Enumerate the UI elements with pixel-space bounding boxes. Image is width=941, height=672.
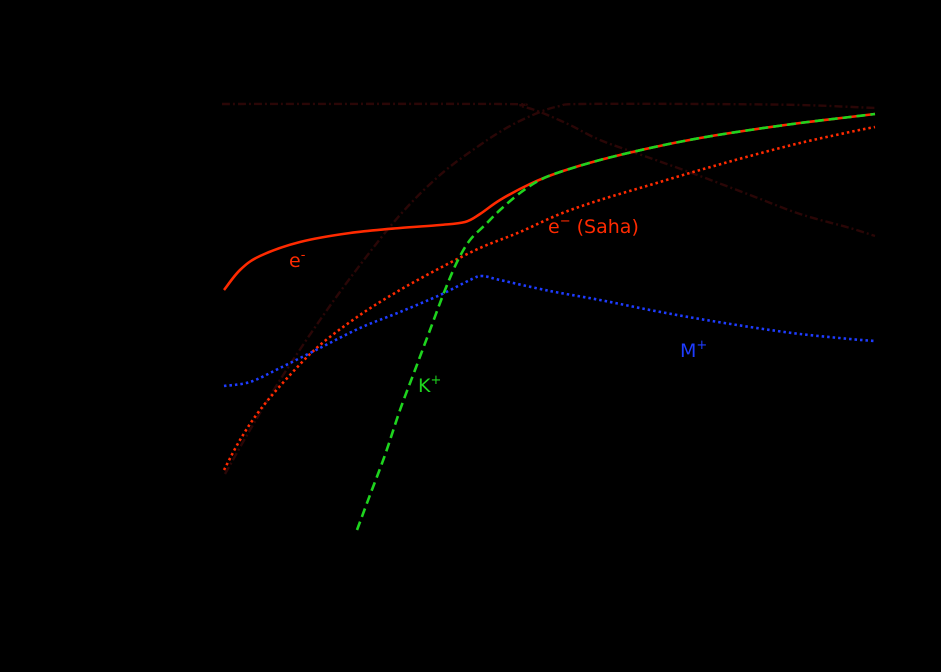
series-m-line [223,274,876,388]
label-k-plus: K+ [418,373,441,397]
series-e-saha-line [222,125,876,471]
series-unlabeled-dashdot-2-line [223,102,876,475]
series-k-line [355,112,876,531]
axes-frame [221,59,876,571]
label-e-minus: e- [289,248,306,272]
series-layer [221,102,876,531]
series-unlabeled-dashdot-1-line [221,102,876,238]
plot-frame [221,59,876,571]
label-e-saha: e− (Saha) [548,214,639,238]
label-m-plus: M+ [680,338,707,362]
